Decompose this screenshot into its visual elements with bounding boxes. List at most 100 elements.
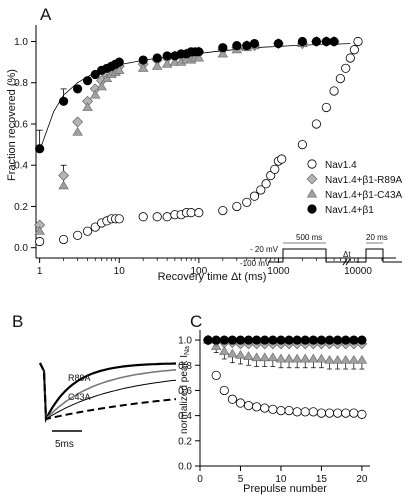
- panel-c-point-nav1-4-1-c43a: [259, 352, 270, 362]
- panel-c-point-nav1-4: [219, 385, 229, 396]
- panel-c-point-nav1-4-1: [349, 335, 359, 345]
- panel-c-error-bars: [213, 341, 365, 418]
- panel-a-data-points: [34, 36, 363, 247]
- panel-c-point-nav1-4: [341, 408, 351, 418]
- panel-c-point-nav1-4-1: [260, 335, 270, 345]
- data-point-nav1-4-1-c43a: [217, 48, 229, 58]
- panel-c-point-nav1-4: [308, 407, 318, 417]
- panel-a-recovery-chart: 1 10 100 1000 10000 0.0 0.2 0.4 0.6 0.8 1.0 Fracti…: [6, 25, 403, 283]
- data-point-nav1-4-1: [82, 76, 93, 86]
- panel-c-point-nav1-4-1: [357, 335, 367, 345]
- legend-label-r89a: Nav1.4+β1-R89A: [325, 175, 403, 186]
- panel-c-point-nav1-4-1: [211, 335, 221, 345]
- panel-c-point-nav1-4: [227, 394, 237, 404]
- data-point-nav1-4-1: [232, 41, 242, 51]
- data-point-nav1-4: [311, 119, 322, 129]
- protocol-break-2: [345, 258, 351, 266]
- panel-c-y-axis-label-main: normalized peak I: [179, 355, 190, 434]
- scale-bar-label: 5ms: [55, 439, 74, 450]
- panel-c-point-nav1-4: [260, 403, 270, 413]
- panel-a-x-tick-label: 10000: [344, 266, 372, 277]
- panel-c-point-nav1-4-1-c43a: [219, 346, 230, 355]
- data-point-nav1-4-1: [73, 84, 83, 94]
- panel-c-series-nav1-4-1-c43a: [202, 334, 368, 364]
- panel-a-x-tick-label: 1: [37, 266, 43, 277]
- panel-c-point-nav1-4-1-c43a: [324, 354, 335, 364]
- current-trace-r89a: [39, 362, 177, 421]
- data-point-nav1-4-1: [321, 36, 331, 47]
- panel-c-y-tick-label: 0.6: [178, 386, 192, 397]
- panel-c-x-tick-label: 15: [316, 474, 328, 485]
- panel-c-use-dependence-chart: 0 5 10 15 20 0.0 0.2 0.4 0.6 0.8 1.0 normalized pe…: [178, 330, 370, 495]
- panel-c-y-tick-label: 0.2: [178, 436, 192, 447]
- data-point-nav1-4-1: [59, 96, 69, 106]
- panel-c-point-nav1-4-1-c43a: [340, 354, 351, 364]
- panel-a-protocol-inset: 500 ms 20 ms - 20 mV -100 mV Δt: [240, 233, 402, 268]
- data-point-nav1-4: [186, 208, 196, 218]
- panel-c-point-nav1-4-1: [316, 335, 327, 345]
- data-point-nav1-4-1-c43a: [34, 225, 45, 235]
- data-point-nav1-4-1-r89a: [58, 170, 70, 181]
- panel-c-x-tick-label: 10: [275, 474, 287, 485]
- panel-a-y-tick-label: 1.0: [14, 37, 28, 48]
- panel-c-data-points: [202, 334, 368, 419]
- data-point-nav1-4-1: [311, 36, 322, 47]
- data-point-nav1-4: [73, 230, 83, 240]
- protocol-waveform: [282, 248, 402, 263]
- data-point-nav1-4-1: [273, 38, 284, 49]
- panel-c-y-tick-label: 1.0: [178, 336, 192, 347]
- panel-c-point-nav1-4: [276, 405, 286, 416]
- current-trace-nav1-4-1: [39, 362, 177, 424]
- trace-label-r89a: R89A: [68, 373, 91, 383]
- panel-letter-a: A: [40, 5, 52, 24]
- protocol-break-1: [342, 258, 348, 266]
- data-point-nav1-4-1-c43a: [96, 81, 107, 91]
- panel-c-point-nav1-4: [211, 370, 221, 380]
- panel-c-point-nav1-4-1-c43a: [251, 352, 262, 362]
- panel-a-y-axis-label: Fraction recovered (%): [6, 69, 18, 181]
- data-point-nav1-4: [249, 191, 260, 201]
- current-trace-c43a: [39, 362, 177, 420]
- data-point-nav1-4-1-c43a: [58, 180, 69, 190]
- data-point-nav1-4: [242, 197, 252, 207]
- data-point-nav1-4: [261, 179, 271, 189]
- panel-c-axes: 0 5 10 15 20 0.0 0.2 0.4 0.6 0.8 1.0: [178, 330, 370, 485]
- panel-c-point-nav1-4-1: [203, 335, 213, 345]
- current-trace-nav1-4: [39, 362, 177, 421]
- panel-c-point-nav1-4-1: [219, 335, 229, 345]
- panel-c-x-tick-label: 0: [197, 474, 203, 485]
- panel-c-point-nav1-4-1: [341, 335, 351, 345]
- panel-c-point-nav1-4-1: [252, 335, 262, 345]
- panel-c-point-nav1-4: [252, 402, 262, 412]
- data-point-nav1-4-1: [114, 57, 124, 67]
- protocol-step-label: - 20 mV: [250, 245, 279, 254]
- panel-c-point-nav1-4-1-c43a: [283, 353, 295, 363]
- panel-c-point-nav1-4-1-c43a: [356, 354, 368, 364]
- panel-c-point-nav1-4-1-c43a: [235, 349, 246, 359]
- panel-c-point-nav1-4-1-c43a: [300, 353, 311, 363]
- panel-a-y-tick-label: 0.6: [14, 119, 28, 130]
- data-point-nav1-4: [152, 212, 162, 222]
- data-point-nav1-4: [218, 205, 228, 216]
- panel-c-point-nav1-4: [284, 405, 294, 416]
- data-point-nav1-4: [335, 74, 345, 84]
- data-point-nav1-4: [277, 154, 287, 164]
- data-point-nav1-4-1: [90, 69, 100, 80]
- data-point-nav1-4-1: [249, 38, 260, 49]
- panel-c-x-tick-label: 20: [356, 474, 368, 485]
- panel-c-point-nav1-4: [235, 398, 246, 408]
- data-point-nav1-4-1: [194, 47, 204, 57]
- series-nav1-4: [35, 36, 363, 247]
- data-point-nav1-4-1: [329, 36, 339, 47]
- panel-a-x-axis-label: Recovery time Δt (ms): [158, 271, 267, 283]
- data-point-nav1-4-1: [297, 36, 307, 47]
- legend-marker-nav1-4-1-c43a: [306, 188, 318, 198]
- data-point-nav1-4: [90, 222, 100, 232]
- data-point-nav1-4-1: [138, 55, 148, 65]
- data-point-nav1-4-1-r89a: [72, 116, 84, 128]
- panel-c-x-tick-label: 5: [238, 474, 244, 485]
- panel-c-y-tick-label: 0.8: [178, 361, 192, 372]
- panel-a-x-tick-label: 100: [190, 266, 207, 277]
- panel-c-point-nav1-4-1: [292, 335, 302, 345]
